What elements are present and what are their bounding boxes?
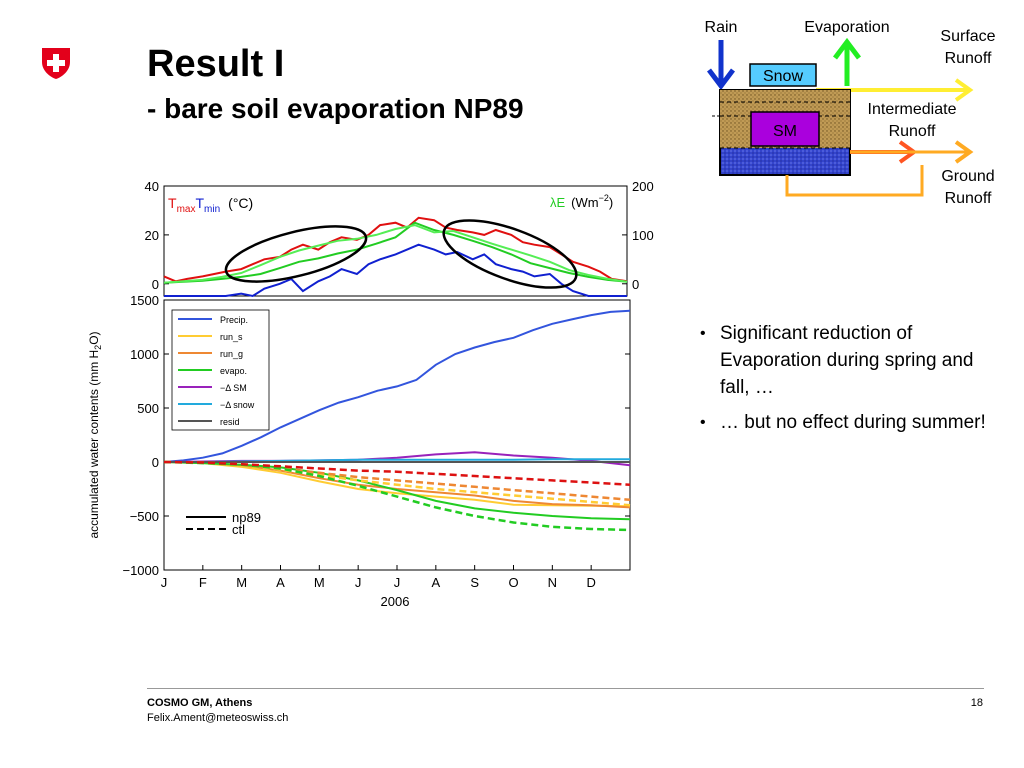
y-axis-label: accumulated water contents (mm H2O) xyxy=(87,331,103,538)
bottom-x-tick-label: A xyxy=(276,575,285,590)
x-axis-label: 2006 xyxy=(381,594,410,609)
ground-runoff-arrow-icon xyxy=(785,140,974,197)
bottom-y-tick-label: −500 xyxy=(130,509,159,524)
footer-divider xyxy=(147,688,984,689)
snow-box xyxy=(749,63,817,87)
y-axis-label-end: O) xyxy=(87,331,101,344)
sm-box xyxy=(750,111,820,147)
bottom-series-run-s xyxy=(163,461,631,508)
surface-runoff-label-1: Surface xyxy=(940,28,995,45)
legend-entry-label: −Δ snow xyxy=(220,400,255,410)
bottom-x-tick-label: D xyxy=(586,575,595,590)
intermediate-runoff-label-2: Runoff xyxy=(889,123,936,140)
bottom-x-tick-label: J xyxy=(161,575,168,590)
y-axis-label-main: accumulated water contents (mm H xyxy=(87,350,101,539)
evaporation-arrow-icon xyxy=(833,37,861,86)
surface-runoff-label-2: Runoff xyxy=(945,50,992,67)
ground-runoff-label-2: Runoff xyxy=(945,190,992,207)
page-number: 18 xyxy=(970,697,983,709)
top-series-tmax xyxy=(163,216,628,283)
bottom-x-tick-label: M xyxy=(314,575,325,590)
sm-label: SM xyxy=(773,123,797,140)
legend-le: λE (Wm−2) xyxy=(550,193,613,210)
footer-email: Felix.Ament@meteoswiss.ch xyxy=(147,712,289,724)
top-left-tick-label: 20 xyxy=(145,228,159,243)
y-axis-label-sub: 2 xyxy=(93,345,103,350)
top-right-tick-label: 200 xyxy=(632,179,654,194)
top-right-tick-label: 0 xyxy=(632,277,639,292)
rain-label: Rain xyxy=(705,19,738,36)
top-panel: 0 20 40 0 100 200 TmaxTmin (°C) λE (Wm−2) xyxy=(145,179,654,298)
bottom-y-tick-label: 1500 xyxy=(130,293,159,308)
snow-label: Snow xyxy=(763,68,803,85)
bottom-y-tick-label: 0 xyxy=(152,455,159,470)
legend-le-unit: (Wm xyxy=(571,195,598,210)
bottom-x-tick-label: A xyxy=(431,575,440,590)
page-title: Result I xyxy=(147,43,285,85)
bottom-series-precip- xyxy=(163,309,631,463)
top-series-tmin xyxy=(164,243,627,298)
bottom-x-tick-label: J xyxy=(394,575,401,590)
bottom-y-tick-label: 500 xyxy=(137,401,159,416)
legend-le-close: ) xyxy=(609,195,613,210)
bottom-x-tick-label: M xyxy=(236,575,247,590)
legend-temp-unit: (°C) xyxy=(228,195,253,211)
legend-entry-label: resid xyxy=(220,417,240,427)
bottom-y-tick-label: −1000 xyxy=(122,563,159,578)
bottom-x-tick-label: J xyxy=(355,575,362,590)
bottom-y-tick-label: 1000 xyxy=(130,347,159,362)
evaporation-label: Evaporation xyxy=(804,19,889,36)
style-legend-label: ctl xyxy=(232,522,245,537)
top-right-tick-label: 100 xyxy=(632,228,654,243)
page-subtitle: - bare soil evaporation NP89 xyxy=(147,93,524,124)
ground-runoff-label-1: Ground xyxy=(941,168,994,185)
top-left-tick-label: 0 xyxy=(152,277,159,292)
legend-entry-label: evapo. xyxy=(220,366,247,376)
top-series-le_ctl xyxy=(163,224,628,284)
legend-entry-label: run_g xyxy=(220,349,243,359)
top-series-group xyxy=(163,216,628,298)
legend-le-exp: −2 xyxy=(599,193,609,203)
legend-tmin-sub: min xyxy=(204,204,220,215)
bullet-item: … but no effect during summer! xyxy=(700,409,1000,436)
legend-tmax-sub: max xyxy=(177,204,196,215)
legend-tmax: T xyxy=(168,195,177,211)
swiss-flag-shield-icon xyxy=(42,48,70,79)
bottom-x-tick-label: F xyxy=(199,575,207,590)
bullet-list: Significant reduction of Evaporation dur… xyxy=(700,320,1000,444)
hydrology-schematic: Rain Evaporation Surface Runoff Intermed… xyxy=(705,19,996,207)
legend-entry-label: run_s xyxy=(220,332,243,342)
legend-tmin: T xyxy=(195,195,204,211)
footer-organization: COSMO GM, Athens xyxy=(147,697,253,709)
series-legend: Precip. run_s run_g evapo. −Δ SM −Δ snow resid xyxy=(171,309,270,431)
legend-entry-label: −Δ SM xyxy=(220,383,247,393)
fall-ellipse xyxy=(442,219,578,289)
legend-temperature: TmaxTmin (°C) xyxy=(168,195,253,215)
bottom-x-tick-label: O xyxy=(508,575,518,590)
rain-arrow-icon xyxy=(707,40,735,91)
style-legend-label: np89 xyxy=(232,510,261,525)
legend-entry-label: Precip. xyxy=(220,315,248,325)
bottom-series-group xyxy=(163,309,631,532)
bullet-item: Significant reduction of Evaporation dur… xyxy=(700,320,1000,401)
bottom-x-tick-label: S xyxy=(470,575,479,590)
top-series-le_np89 xyxy=(163,221,628,284)
intermediate-runoff-label-1: Intermediate xyxy=(868,101,957,118)
bottom-x-tick-label: N xyxy=(548,575,557,590)
top-left-tick-label: 40 xyxy=(145,179,159,194)
bottom-series-sm_ctl xyxy=(163,460,631,486)
spring-ellipse xyxy=(224,225,368,283)
legend-le-label: λE xyxy=(550,195,566,210)
